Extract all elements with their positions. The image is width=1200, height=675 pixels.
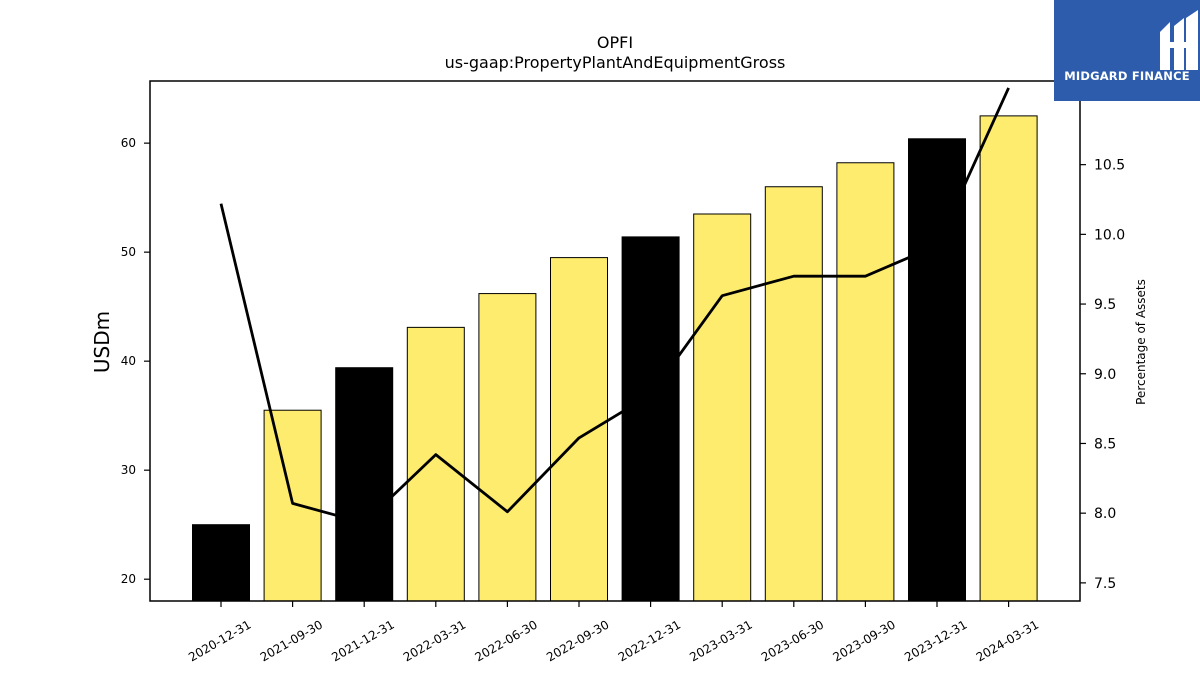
y2-tick-label: 8.5 [1094,436,1116,452]
chart-subtitle: us-gaap:PropertyPlantAndEquipmentGross [445,53,786,72]
x-tick-label: 2021-12-31 [329,617,396,664]
bar-2023-06-30 [764,186,823,602]
logo-text: MIDGARD FINANCE [1064,69,1190,83]
y-tick-label: 30 [121,463,136,477]
y2-tick-label: 10.0 [1094,227,1125,243]
y2-tick-label: 8.0 [1094,506,1116,522]
x-tick-label: 2021-09-30 [258,617,325,664]
x-tick-label: 2023-09-30 [830,617,897,664]
bar-2022-09-30 [550,257,608,602]
y2-tick-label: 7.5 [1094,576,1116,592]
percentage-line [219,87,1010,525]
x-tick-label: 2022-03-31 [401,617,468,664]
bar-2021-12-31 [335,367,394,602]
bar-2023-03-31 [693,213,752,602]
bars [192,115,1038,602]
x-tick-label: 2023-06-30 [759,617,826,664]
bar-2021-09-30 [263,409,322,602]
y2-axis-label: Percentage of Assets [1134,279,1148,405]
bar-2024-03-31 [979,115,1038,602]
y-axis-label: USDm [90,311,114,373]
x-tick-label: 2020-12-31 [186,617,253,664]
y-tick-label: 20 [121,572,136,586]
x-tick-label: 2022-09-30 [544,617,611,664]
x-tick-label: 2024-03-31 [974,617,1041,664]
y2-tick-label: 9.5 [1094,297,1116,313]
y2-tick-label: 9.0 [1094,367,1116,383]
bar-2023-12-31 [908,138,966,602]
x-tick-label: 2023-12-31 [902,617,969,664]
bar-2023-09-30 [836,162,895,602]
x-tick-label: 2022-12-31 [616,617,683,664]
midgard-finance-logo: MIDGARD FINANCE [1054,0,1200,101]
bar-2020-12-31 [192,524,250,602]
bar-2022-06-30 [478,293,537,602]
x-tick-label: 2022-06-30 [472,617,539,664]
line-series [219,87,1010,525]
bar-2022-03-31 [406,326,465,602]
midgard-logo-icon [1160,10,1198,70]
bar-2022-12-31 [621,236,680,602]
y-tick-label: 40 [121,354,136,368]
y-tick-label: 60 [121,136,136,150]
plot-frame [149,80,1081,602]
x-tick-label: 2023-03-31 [687,617,754,664]
y2-tick-label: 10.5 [1094,158,1125,174]
chart-title: OPFI [597,33,633,52]
y-tick-label: 50 [121,245,136,259]
